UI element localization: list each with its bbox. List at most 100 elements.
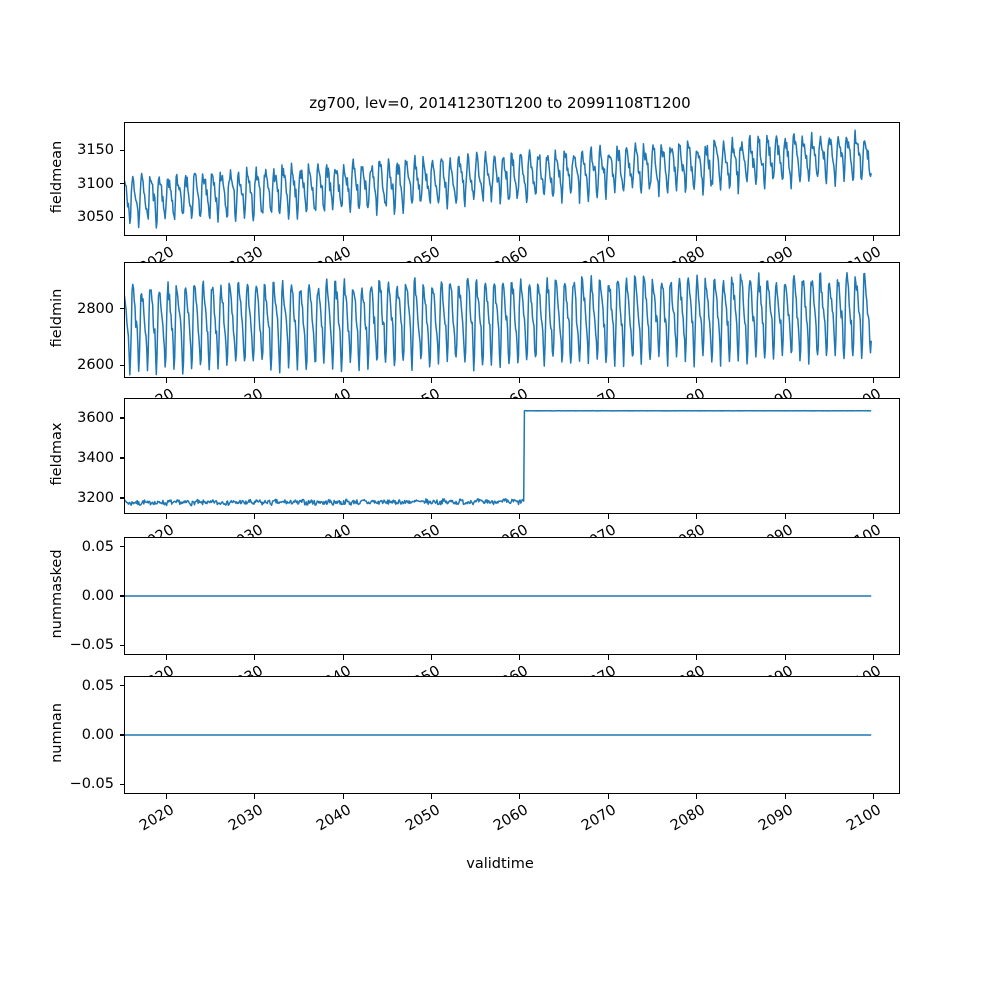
x-tick-label: 2040 (314, 244, 355, 262)
subplot-nummasked (124, 537, 900, 655)
y-tick-label: 0.05 (81, 677, 114, 694)
x-tick-label: 2090 (756, 244, 797, 262)
x-tick-label: 2060 (484, 386, 531, 398)
x-tick-label: 2100 (838, 663, 885, 676)
y-tick-label: 0.00 (81, 588, 114, 604)
subplot-fieldmean (124, 122, 900, 236)
y-tick-mark (119, 783, 124, 785)
data-line-fieldmean (124, 130, 871, 228)
plot-area-fieldmax (124, 398, 900, 514)
x-tick-label: 2070 (572, 663, 619, 676)
y-axis-label-numnan: numnan (49, 703, 65, 763)
x-tick-label: 2080 (661, 522, 708, 537)
y-tick-mark (119, 595, 124, 597)
plot-area-fieldmin (124, 262, 900, 378)
clipped-tick-label-band: 2020 2030 2040 2050 2060 2070 2080 2090 2100 (0, 378, 1000, 398)
y-tick-mark (119, 149, 124, 151)
x-tick-mark (872, 514, 875, 519)
y-tick-label: 3100 (77, 175, 114, 192)
x-tick-mark (696, 236, 698, 241)
x-tick-mark (872, 236, 875, 241)
y-tick-mark (119, 546, 124, 548)
y-tick-mark (119, 364, 124, 366)
x-tick-mark (431, 655, 433, 660)
x-tick-mark (342, 794, 344, 799)
x-tick-mark (254, 236, 256, 241)
subplot-fieldmin (124, 262, 900, 378)
y-tick-mark (119, 644, 124, 646)
clipped-tick-label-band: 2020 2030 2040 2050 2060 2070 2080 2090 2100 (0, 514, 1000, 537)
x-tick-mark (696, 794, 698, 799)
x-tick-label: 2060 (484, 663, 531, 676)
figure-title: zg700, lev=0, 20141230T1200 to 20991108T… (309, 94, 691, 112)
x-tick-label: 2070 (579, 244, 620, 262)
x-tick-mark (519, 378, 521, 383)
x-tick-label: 2090 (749, 522, 796, 537)
y-axis-label-fieldmean: fieldmean (49, 140, 65, 214)
x-tick-mark (872, 794, 875, 799)
x-tick-mark (607, 655, 609, 660)
x-tick-label: 2070 (579, 802, 620, 835)
x-tick-label: 2050 (396, 386, 443, 398)
x-tick-label: 2050 (396, 663, 443, 676)
x-tick-label: 2030 (219, 522, 266, 537)
x-tick-label: 2100 (838, 386, 885, 398)
x-tick-mark (519, 514, 521, 519)
x-tick-mark (696, 514, 698, 519)
x-tick-label: 2040 (314, 802, 355, 835)
plot-area-numnan (124, 676, 900, 794)
x-axis-label: validtime (466, 856, 534, 872)
x-tick-label: 2050 (402, 244, 443, 262)
y-tick-mark (119, 308, 124, 310)
x-tick-label: 2080 (667, 802, 708, 835)
data-line-fieldmin (124, 273, 871, 375)
y-tick-mark (119, 216, 124, 218)
x-tick-mark (254, 378, 256, 383)
subplot-fieldmax (124, 398, 900, 514)
x-tick-mark (784, 794, 786, 799)
x-tick-mark (254, 794, 256, 799)
x-tick-mark (165, 794, 167, 799)
y-tick-mark (119, 497, 124, 499)
x-tick-label: 2040 (307, 522, 354, 537)
x-tick-mark (607, 378, 609, 383)
plot-area-fieldmean (124, 122, 900, 236)
y-tick-label: 3400 (77, 450, 114, 466)
x-tick-mark (784, 236, 786, 241)
x-tick-label: 2020 (130, 663, 177, 676)
x-tick-mark (165, 378, 167, 383)
x-tick-mark (784, 655, 786, 660)
x-tick-label: 2090 (756, 802, 797, 835)
y-tick-label: 2800 (77, 300, 114, 317)
x-tick-mark (784, 514, 786, 519)
x-tick-label: 2030 (225, 802, 266, 835)
x-tick-mark (431, 794, 433, 799)
x-tick-label: 2020 (137, 802, 178, 835)
x-tick-label: 2080 (661, 663, 708, 676)
x-tick-mark (696, 655, 698, 660)
x-tick-label: 2070 (572, 386, 619, 398)
x-tick-mark (431, 514, 433, 519)
x-tick-mark (872, 378, 875, 383)
y-tick-label: 0.00 (81, 727, 114, 743)
y-tick-label: 0.05 (81, 538, 114, 555)
x-tick-label: 2100 (844, 802, 885, 835)
x-tick-mark (342, 378, 344, 383)
x-tick-label: 2050 (396, 522, 443, 537)
x-tick-label: 2090 (749, 386, 796, 398)
x-tick-label: 2080 (661, 386, 708, 398)
y-tick-label: 3050 (77, 209, 114, 226)
x-tick-label: 2020 (130, 386, 177, 398)
x-tick-mark (431, 236, 433, 241)
x-tick-mark (607, 794, 609, 799)
x-tick-mark (872, 655, 875, 660)
y-tick-label: 3600 (77, 410, 114, 426)
x-tick-label: 2060 (490, 802, 531, 835)
x-tick-label: 2030 (219, 386, 266, 398)
x-tick-label: 2030 (225, 244, 266, 262)
x-tick-label: 2060 (484, 522, 531, 537)
x-tick-mark (342, 514, 344, 519)
x-tick-mark (342, 236, 344, 241)
y-tick-label: −0.05 (69, 637, 114, 654)
